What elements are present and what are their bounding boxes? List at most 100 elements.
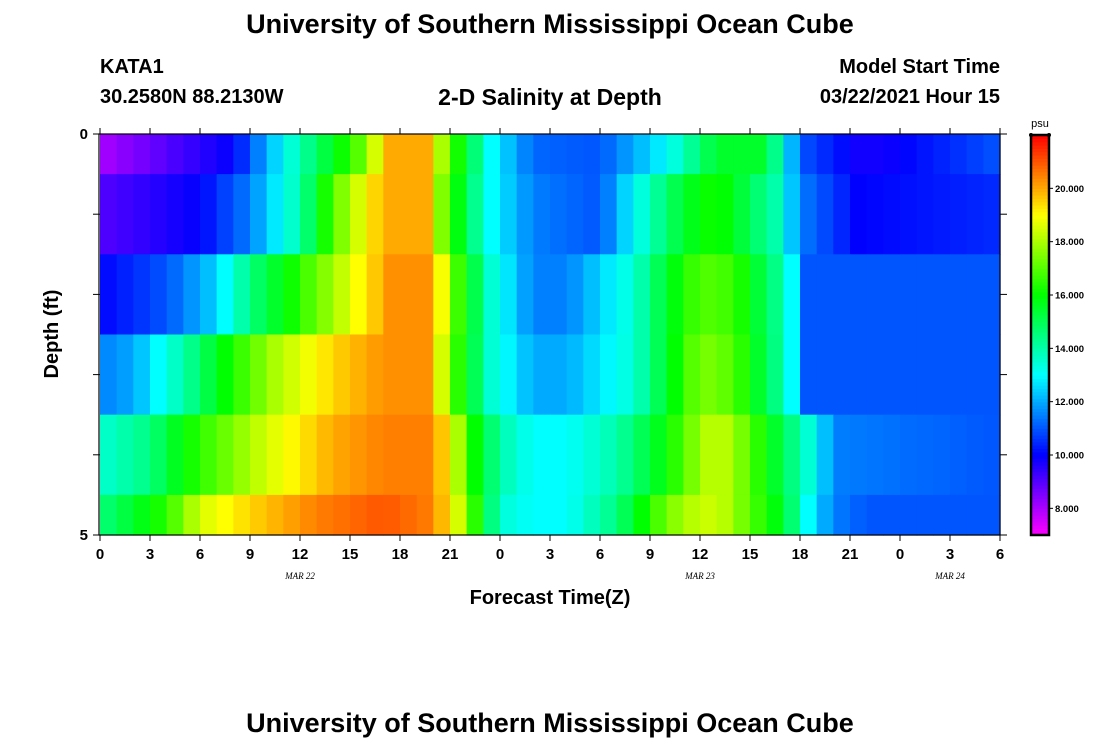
- x-tick-label: 9: [646, 546, 654, 563]
- x-tick-label: 6: [996, 546, 1004, 563]
- heatmap-cell: [233, 494, 251, 536]
- colorbar-segment: [1031, 135, 1049, 139]
- heatmap-cell: [300, 174, 318, 255]
- colorbar-segment: [1031, 451, 1049, 456]
- heatmap-cell: [200, 174, 218, 255]
- heatmap-cell: [800, 254, 818, 336]
- heatmap-cell: [566, 334, 584, 416]
- heatmap-cell: [400, 254, 418, 336]
- heatmap-cell: [416, 334, 434, 416]
- heatmap-cell: [316, 414, 334, 496]
- colorbar-segment: [1031, 138, 1049, 143]
- heatmap-cell: [383, 174, 401, 255]
- heatmap-cell: [350, 494, 368, 536]
- heatmap-cell: [966, 334, 984, 416]
- heatmap-cell: [883, 134, 901, 175]
- heatmap-cell: [550, 134, 568, 175]
- heatmap-cell: [616, 254, 634, 336]
- colorbar-tick-label: 14.000: [1055, 344, 1084, 355]
- colorbar-segment: [1031, 455, 1049, 459]
- colorbar-segment: [1031, 185, 1049, 189]
- colorbar-segment: [1031, 168, 1049, 173]
- heatmap-cell: [866, 254, 884, 336]
- colorbar-segment: [1031, 181, 1049, 186]
- colorbar-segment: [1031, 395, 1049, 399]
- heatmap-cell: [700, 134, 718, 175]
- colorbar-segment: [1031, 431, 1049, 436]
- heatmap-cell: [650, 414, 668, 496]
- heatmap-cell: [316, 174, 334, 255]
- heatmap-cell: [900, 334, 918, 416]
- colorbar-segment: [1031, 341, 1049, 346]
- heatmap-cell: [733, 414, 751, 496]
- colorbar-segment: [1031, 491, 1049, 496]
- heatmap-cell: [883, 254, 901, 336]
- heatmap-cell: [333, 334, 351, 416]
- colorbar-segment: [1031, 381, 1049, 386]
- heatmap-cell: [600, 414, 618, 496]
- page-title: University of Southern Mississippi Ocean…: [246, 9, 854, 39]
- colorbar-tick-label: 16.000: [1055, 291, 1084, 302]
- colorbar-segment: [1031, 488, 1049, 493]
- heatmap-cell: [366, 334, 384, 416]
- heatmap-cell: [800, 134, 818, 175]
- x-tick-label: 12: [692, 546, 709, 563]
- heatmap-cell: [300, 254, 318, 336]
- heatmap-cell: [816, 174, 834, 255]
- heatmap-cell: [533, 254, 551, 336]
- heatmap-cell: [466, 134, 484, 175]
- colorbar-unit: psu: [1031, 118, 1049, 130]
- heatmap-cell: [533, 134, 551, 175]
- colorbar-segment: [1031, 255, 1049, 259]
- colorbar-segment: [1031, 218, 1049, 223]
- heatmap-cell: [983, 174, 1001, 255]
- heatmap-cell: [583, 254, 601, 336]
- heatmap-cell: [150, 254, 168, 336]
- heatmap-cell: [116, 494, 134, 536]
- heatmap-cell: [133, 334, 151, 416]
- heatmap-cell: [783, 254, 801, 336]
- colorbar-segment: [1031, 328, 1049, 333]
- heatmap-cell: [583, 334, 601, 416]
- heatmap-cell: [950, 334, 968, 416]
- heatmap-cell: [600, 334, 618, 416]
- colorbar-segment: [1031, 481, 1049, 486]
- heatmap-cell: [966, 414, 984, 496]
- heatmap-cell: [166, 334, 184, 416]
- heatmap-cell: [166, 494, 184, 536]
- heatmap-cell: [866, 134, 884, 175]
- colorbar-segment: [1031, 201, 1049, 206]
- colorbar-segment: [1031, 305, 1049, 309]
- colorbar-segment: [1031, 308, 1049, 313]
- colorbar-segment: [1031, 285, 1049, 289]
- colorbar-segment: [1031, 485, 1049, 489]
- heatmap-cell: [316, 494, 334, 536]
- heatmap-cell: [716, 254, 734, 336]
- heatmap-cell: [766, 174, 784, 255]
- heatmap-cell: [450, 174, 468, 255]
- heatmap-cell: [950, 134, 968, 175]
- colorbar-segment: [1031, 251, 1049, 256]
- colorbar-segment: [1031, 415, 1049, 419]
- heatmap-cell: [150, 174, 168, 255]
- heatmap-cell: [666, 134, 684, 175]
- heatmap-cell: [466, 254, 484, 336]
- heatmap-cell: [650, 494, 668, 536]
- heatmap-cell: [516, 174, 534, 255]
- heatmap-cell: [666, 174, 684, 255]
- heatmap-cell: [733, 494, 751, 536]
- heatmap-cell: [300, 134, 318, 175]
- heatmap-cell: [933, 334, 951, 416]
- heatmap-cell: [816, 494, 834, 536]
- model-start-value: 03/22/2021 Hour 15: [819, 86, 1000, 108]
- heatmap-cell: [683, 414, 701, 496]
- colorbar-segment: [1031, 365, 1049, 369]
- heatmap-cell: [166, 414, 184, 496]
- colorbar-segment: [1031, 175, 1049, 179]
- heatmap-cell: [983, 334, 1001, 416]
- x-tick-label: 9: [246, 546, 254, 563]
- heatmap-cell: [483, 254, 501, 336]
- colorbar-segment: [1031, 355, 1049, 359]
- colorbar-segment: [1031, 378, 1049, 383]
